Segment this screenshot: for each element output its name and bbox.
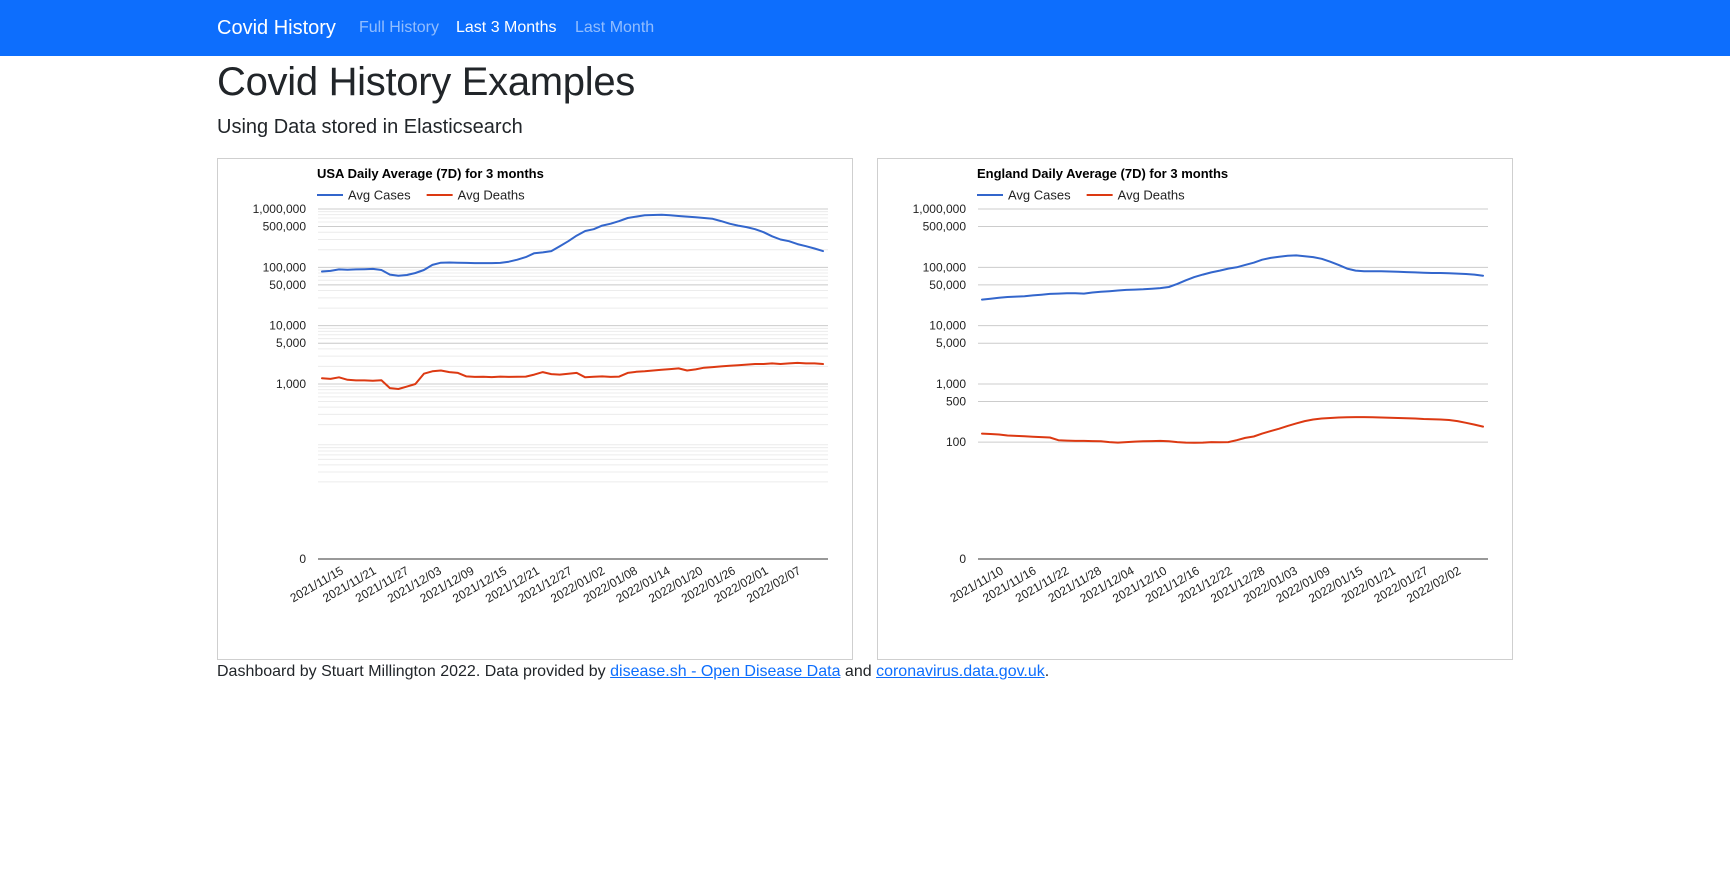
england-y-tick-label: 0 [959,552,966,566]
footer-period: . [1044,663,1050,680]
usa-chart: USA Daily Average (7D) for 3 months Avg C… [253,166,828,606]
usa-chart-title: USA Daily Average (7D) for 3 months [317,166,544,181]
usa-y-tick-label: 5,000 [276,336,306,350]
usa-series-line-cases [321,213,824,277]
nav-link-last-month[interactable]: Last Month [575,19,655,36]
page-title: Covid History Examples [217,60,635,104]
disease-sh-link[interactable]: disease.sh - Open Disease Data [610,663,841,680]
footer-and-text: and [840,663,877,680]
nav-link-last-3-months[interactable]: Last 3 Months [456,19,557,36]
usa-legend-label-1: Avg Deaths [458,188,525,203]
england-y-tick-label: 100 [946,435,966,449]
usa-series-line-deaths [321,361,824,390]
usa-y-tick-label: 0 [299,552,306,566]
england-y-tick-label: 5,000 [936,336,966,350]
england-legend-label-0: Avg Cases [1008,188,1071,203]
england-series-line-cases [981,254,1484,301]
footer-text: Dashboard by Stuart Millington 2022. Dat… [217,663,611,680]
england-y-tick-label: 50,000 [929,278,966,292]
england-y-tick-label: 500,000 [923,220,967,234]
england-y-tick-label: 100,000 [923,260,967,274]
usa-y-tick-label: 1,000 [276,377,306,391]
usa-chart-panel: USA Daily Average (7D) for 3 months Avg C… [217,158,853,660]
england-y-tick-label: 500 [946,395,966,409]
england-y-tick-label: 1,000 [936,377,966,391]
navbar: Covid History Full History Last 3 Months… [0,0,1730,56]
usa-y-tick-label: 100,000 [263,260,307,274]
england-legend-label-1: Avg Deaths [1118,188,1185,203]
england-y-tick-label: 1,000,000 [913,202,967,216]
usa-legend-label-0: Avg Cases [348,188,411,203]
usa-y-tick-label: 50,000 [269,278,306,292]
england-chart-title: England Daily Average (7D) for 3 months [977,166,1228,181]
england-chart: England Daily Average (7D) for 3 months A… [913,166,1488,606]
england-series-line-deaths [981,416,1484,444]
usa-y-tick-label: 10,000 [269,319,306,333]
navbar-brand[interactable]: Covid History [217,17,336,39]
england-chart-panel: England Daily Average (7D) for 3 months A… [877,158,1513,660]
nav-link-full-history[interactable]: Full History [359,19,440,36]
footer: Dashboard by Stuart Millington 2022. Dat… [217,661,1049,683]
coronavirus-data-link[interactable]: coronavirus.data.gov.uk [876,663,1045,680]
usa-y-tick-label: 1,000,000 [253,202,307,216]
usa-y-tick-label: 500,000 [263,220,307,234]
england-y-tick-label: 10,000 [929,319,966,333]
page-subtitle: Using Data stored in Elasticsearch [217,116,523,138]
